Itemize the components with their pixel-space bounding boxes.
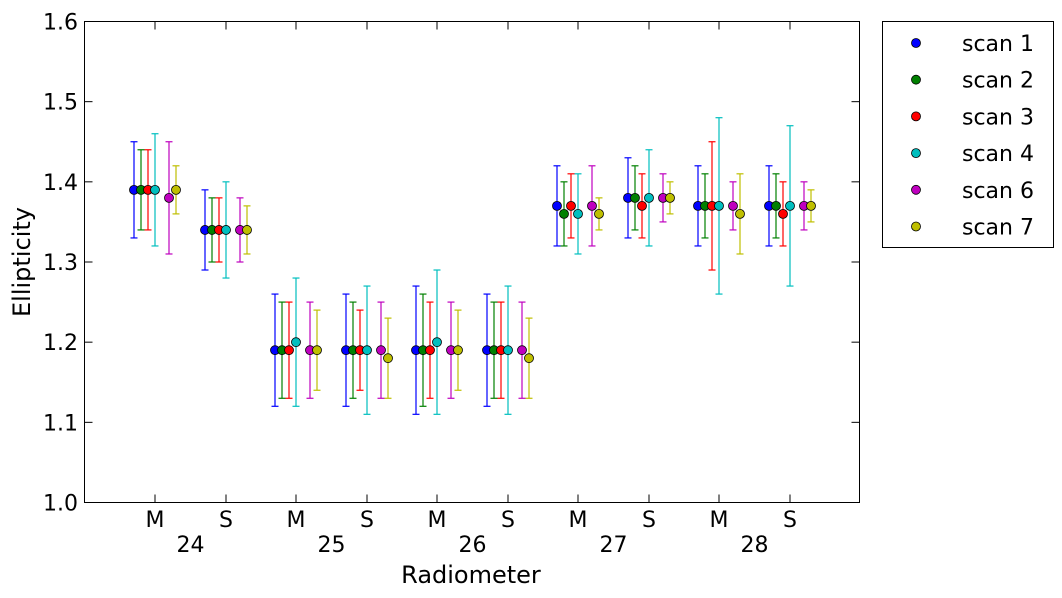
data-point	[221, 225, 231, 235]
x-tick-label-channel: S	[642, 508, 656, 533]
x-tick-label-channel: M	[146, 508, 165, 533]
x-tick-label-channel: S	[219, 508, 233, 533]
y-tick-label: 1.6	[43, 11, 78, 36]
x-axis-label: Radiometer	[401, 561, 541, 589]
legend-marker	[911, 184, 921, 195]
legend-marker	[911, 148, 921, 159]
x-tick-label-radiometer: 25	[318, 533, 346, 558]
legend-frame	[882, 21, 1054, 248]
x-tick-label-radiometer: 27	[600, 533, 628, 558]
data-point	[559, 208, 569, 219]
legend-label: scan 7	[962, 216, 1034, 241]
data-point	[771, 200, 781, 211]
legend-marker	[911, 38, 921, 48]
data-point	[150, 184, 160, 195]
x-tick-label-radiometer: 26	[459, 533, 487, 558]
x-tick-label-channel: M	[287, 508, 306, 533]
data-point	[517, 345, 527, 356]
x-tick-label-radiometer: 24	[177, 533, 205, 558]
data-point	[630, 192, 640, 203]
x-tick-label-channel: S	[783, 508, 797, 533]
data-point	[503, 345, 513, 356]
data-point	[785, 200, 795, 211]
data-point	[432, 337, 442, 348]
data-point	[383, 353, 393, 364]
data-point	[735, 208, 745, 219]
data-point	[242, 225, 252, 235]
legend-label: scan 2	[962, 69, 1034, 94]
data-point	[778, 208, 788, 219]
data-point	[637, 200, 647, 211]
data-point	[171, 184, 181, 195]
x-tick-label-channel: S	[360, 508, 374, 533]
legend-marker	[911, 111, 921, 122]
y-tick-label: 1.5	[43, 91, 78, 116]
data-point	[594, 208, 604, 219]
legend: scan 1 scan 2 scan 3 scan 4 scan 6 scan 7	[882, 21, 1054, 248]
axis-ticks	[84, 21, 860, 503]
data-point	[566, 200, 576, 211]
data-point	[728, 200, 738, 211]
x-tick-label-channel: S	[501, 508, 515, 533]
y-tick-label: 1.0	[43, 492, 78, 517]
x-tick-label-radiometer: 28	[741, 533, 769, 558]
legend-label: scan 6	[962, 179, 1034, 204]
data-point	[524, 353, 534, 364]
data-point	[284, 345, 294, 356]
data-point	[714, 200, 724, 211]
data-point	[453, 345, 463, 356]
legend-label: scan 1	[962, 32, 1034, 57]
data-point	[806, 200, 816, 211]
data-points	[129, 184, 816, 364]
data-point	[552, 200, 562, 211]
data-point	[425, 345, 435, 356]
data-point	[362, 345, 372, 356]
plot-frame	[84, 21, 860, 503]
y-tick-label: 1.3	[43, 251, 78, 276]
legend-marker	[911, 221, 921, 232]
legend-marker	[911, 74, 921, 85]
data-point	[291, 337, 301, 348]
data-point	[587, 200, 597, 211]
x-tick-label-channel: M	[710, 508, 729, 533]
data-point	[312, 345, 322, 356]
y-tick-label: 1.2	[43, 331, 78, 356]
legend-label: scan 3	[962, 105, 1034, 130]
data-point	[164, 192, 174, 203]
legend-label: scan 4	[962, 142, 1034, 167]
x-tick-label-channel: M	[428, 508, 447, 533]
y-tick-label: 1.1	[43, 411, 78, 436]
y-tick-label: 1.4	[43, 171, 78, 196]
data-point	[376, 345, 386, 356]
data-point	[644, 192, 654, 203]
data-point	[573, 208, 583, 219]
data-point	[665, 192, 675, 203]
y-axis-label: Ellipticity	[8, 207, 36, 317]
x-tick-label-channel: M	[569, 508, 588, 533]
